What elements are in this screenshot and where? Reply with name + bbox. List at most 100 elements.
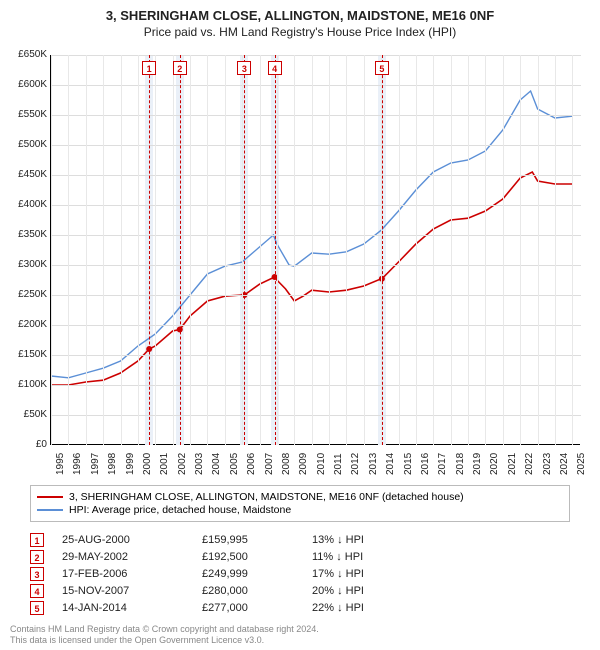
sale-line: [244, 55, 245, 445]
gridline-v: [468, 55, 469, 445]
x-axis-label: 2001: [159, 453, 170, 475]
x-axis-label: 2016: [420, 453, 431, 475]
sale-hpi-diff: 17% ↓ HPI: [312, 568, 432, 580]
gridline-h: [51, 55, 581, 56]
sale-marker: 4: [268, 61, 282, 75]
y-axis-label: £150K: [3, 349, 47, 360]
gridline-v: [138, 55, 139, 445]
x-axis-label: 2024: [559, 453, 570, 475]
x-axis-label: 2002: [177, 453, 188, 475]
gridline-v: [294, 55, 295, 445]
x-axis-label: 1998: [107, 453, 118, 475]
sale-number-badge: 2: [30, 550, 44, 564]
sales-table-row: 514-JAN-2014£277,00022% ↓ HPI: [30, 601, 570, 615]
legend: 3, SHERINGHAM CLOSE, ALLINGTON, MAIDSTON…: [30, 485, 570, 522]
sale-price: £249,999: [202, 568, 312, 580]
legend-label: 3, SHERINGHAM CLOSE, ALLINGTON, MAIDSTON…: [69, 491, 464, 503]
gridline-v: [86, 55, 87, 445]
x-axis-label: 2009: [298, 453, 309, 475]
page-root: 3, SHERINGHAM CLOSE, ALLINGTON, MAIDSTON…: [0, 0, 600, 650]
gridline-v: [538, 55, 539, 445]
x-axis-label: 2004: [211, 453, 222, 475]
x-axis-label: 2015: [403, 453, 414, 475]
gridline-v: [242, 55, 243, 445]
y-axis-label: £500K: [3, 139, 47, 150]
sale-hpi-diff: 22% ↓ HPI: [312, 602, 432, 614]
y-axis-label: £100K: [3, 379, 47, 390]
x-axis-label: 2006: [246, 453, 257, 475]
x-axis-label: 2000: [142, 453, 153, 475]
gridline-h: [51, 205, 581, 206]
sales-table-row: 125-AUG-2000£159,99513% ↓ HPI: [30, 533, 570, 547]
y-axis-label: £550K: [3, 109, 47, 120]
gridline-v: [433, 55, 434, 445]
sale-marker: 5: [375, 61, 389, 75]
gridline-v: [555, 55, 556, 445]
gridline-v: [520, 55, 521, 445]
footer-line1: Contains HM Land Registry data © Crown c…: [10, 624, 319, 635]
sale-marker: 3: [237, 61, 251, 75]
x-axis-label: 2020: [489, 453, 500, 475]
y-axis-label: £0: [3, 439, 47, 450]
gridline-v: [173, 55, 174, 445]
sale-price: £277,000: [202, 602, 312, 614]
gridline-v: [572, 55, 573, 445]
gridline-h: [51, 145, 581, 146]
x-axis-label: 2017: [437, 453, 448, 475]
gridline-h: [51, 115, 581, 116]
sale-hpi-diff: 13% ↓ HPI: [312, 534, 432, 546]
x-axis-label: 2023: [542, 453, 553, 475]
gridline-v: [346, 55, 347, 445]
sale-number-badge: 3: [30, 567, 44, 581]
gridline-h: [51, 85, 581, 86]
gridline-h: [51, 355, 581, 356]
gridline-h: [51, 385, 581, 386]
chart-lines: [51, 55, 581, 445]
gridline-v: [190, 55, 191, 445]
y-axis-label: £650K: [3, 49, 47, 60]
x-axis-label: 1997: [90, 453, 101, 475]
x-axis-label: 1999: [125, 453, 136, 475]
x-axis-label: 1996: [72, 453, 83, 475]
sale-line: [382, 55, 383, 445]
sale-number-badge: 1: [30, 533, 44, 547]
gridline-v: [260, 55, 261, 445]
y-axis-label: £200K: [3, 319, 47, 330]
title-block: 3, SHERINGHAM CLOSE, ALLINGTON, MAIDSTON…: [0, 0, 600, 41]
gridline-h: [51, 295, 581, 296]
sale-line: [180, 55, 181, 445]
x-axis-label: 2008: [281, 453, 292, 475]
y-axis-label: £450K: [3, 169, 47, 180]
legend-swatch: [37, 509, 63, 511]
sale-date: 29-MAY-2002: [62, 551, 202, 563]
sale-number-badge: 5: [30, 601, 44, 615]
x-axis-label: 2021: [507, 453, 518, 475]
gridline-v: [103, 55, 104, 445]
gridline-v: [207, 55, 208, 445]
x-axis-label: 2003: [194, 453, 205, 475]
footer: Contains HM Land Registry data © Crown c…: [10, 624, 319, 647]
gridline-h: [51, 235, 581, 236]
x-axis-label: 2012: [350, 453, 361, 475]
legend-swatch: [37, 496, 63, 498]
page-title: 3, SHERINGHAM CLOSE, ALLINGTON, MAIDSTON…: [10, 8, 590, 23]
x-axis-label: 2011: [333, 453, 344, 475]
gridline-h: [51, 175, 581, 176]
gridline-h: [51, 415, 581, 416]
y-axis-label: £400K: [3, 199, 47, 210]
gridline-v: [277, 55, 278, 445]
sale-marker: 1: [142, 61, 156, 75]
y-axis-label: £50K: [3, 409, 47, 420]
gridline-v: [364, 55, 365, 445]
sales-table-row: 317-FEB-2006£249,99917% ↓ HPI: [30, 567, 570, 581]
price-chart: £0£50K£100K£150K£200K£250K£300K£350K£400…: [50, 55, 580, 445]
x-axis-label: 2005: [229, 453, 240, 475]
gridline-v: [485, 55, 486, 445]
legend-item: 3, SHERINGHAM CLOSE, ALLINGTON, MAIDSTON…: [37, 491, 563, 503]
gridline-v: [312, 55, 313, 445]
sale-number-badge: 4: [30, 584, 44, 598]
gridline-v: [121, 55, 122, 445]
gridline-v: [68, 55, 69, 445]
sale-date: 15-NOV-2007: [62, 585, 202, 597]
page-subtitle: Price paid vs. HM Land Registry's House …: [10, 25, 590, 39]
